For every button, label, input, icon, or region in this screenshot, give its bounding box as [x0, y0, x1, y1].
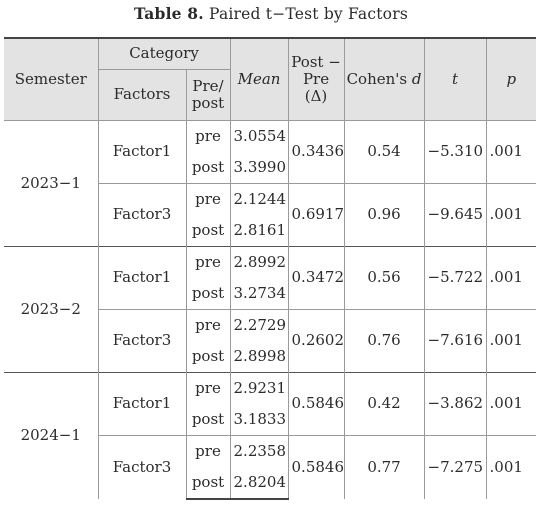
table-row: post 2.8204 [4, 467, 536, 500]
prepost-cell: pre [185, 309, 231, 341]
table-row: Factor3 pre 2.2358 0.5846 0.77 −7.275.001 [4, 435, 537, 499]
mean-cell: 3.2734 [229, 278, 289, 310]
mean-cell: 2.8161 [229, 215, 289, 247]
header-cohens-d-label: Cohen's d [346, 69, 422, 88]
table-row: Factor3 pre 2.1244 0.6917 0.96 −9.645.001 [4, 183, 537, 247]
prepost-cell: pre [185, 372, 231, 404]
p-value-cell: .001 [485, 372, 537, 436]
p-value-cell: .001 [485, 120, 537, 184]
factor-cell: Factor3 [97, 183, 186, 247]
table-row: post 3.2734 [4, 278, 536, 310]
table-row: 2023−2 Factor1 pre 2.8992 0.3472 0.56 −5.722.0… [4, 246, 537, 373]
cohens-d-cell: 0.54 [343, 120, 425, 184]
cohens-d-cell: 0.56 [343, 246, 425, 310]
delta-cell: 0.5846 [287, 435, 345, 499]
t-value-cell: −5.310 [423, 120, 487, 184]
factor-cell: Factor1 [97, 372, 186, 436]
prepost-cell: pre [185, 183, 231, 215]
table-caption: Table 8. Paired t−Test by Factors [0, 4, 542, 23]
mean-cell: 3.1833 [229, 404, 289, 436]
mean-cell: 2.2729 [229, 309, 289, 341]
prepost-cell: pre [185, 435, 231, 467]
mean-cell: 3.0554 [229, 120, 289, 152]
cohens-d-cell: 0.76 [343, 309, 425, 373]
header-t: t [423, 37, 487, 121]
prepost-cell: post [185, 404, 231, 436]
p-value-cell: .001 [485, 246, 537, 310]
semester-cell: 2023−1 [4, 120, 98, 247]
mean-cell: 2.9231 [229, 372, 289, 404]
table-title: Paired t−Test by Factors [203, 5, 408, 23]
mean-cell: 2.8992 [229, 246, 289, 278]
header-semester: Semester [4, 37, 98, 121]
semester-cell: 2024−1 [4, 372, 98, 499]
delta-cell: 0.5846 [287, 372, 345, 436]
prepost-cell: post [185, 278, 231, 310]
table-row: 2023−1 Factor1 pre 3.0554 0.3436 0.54 −5.310.0… [4, 120, 537, 247]
header-p: p [485, 37, 537, 121]
header-factors: Factors [97, 69, 186, 121]
prepost-cell: pre [185, 246, 231, 278]
cohens-d-cell: 0.42 [343, 372, 425, 436]
header-category: Category [97, 37, 231, 70]
delta-cell: 0.3472 [287, 246, 345, 310]
cohens-d-cell: 0.96 [343, 183, 425, 247]
mean-cell: 2.2358 [229, 435, 289, 467]
mean-cell: 2.1244 [229, 183, 289, 215]
header-postpre-line3: (Δ) [304, 87, 328, 106]
table-row: post 3.3990 [4, 152, 536, 184]
header-mean: Mean [229, 37, 289, 121]
delta-cell: 0.6917 [287, 183, 345, 247]
table-row: 2024−1 Factor1 pre 2.9231 0.5846 0.42 −3.862.0… [4, 372, 537, 499]
header-prepost-line2: post [191, 94, 225, 112]
delta-cell: 0.2602 [287, 309, 345, 373]
t-value-cell: −5.722 [423, 246, 487, 310]
factor-cell: Factor3 [97, 309, 186, 373]
header-prepost-line1: Pre/ [192, 76, 224, 95]
mean-cell: 3.3990 [229, 152, 289, 184]
mean-cell: 2.8998 [229, 341, 289, 373]
paired-t-test-table: Semester Category Mean Post − Pre (Δ) Co… [4, 37, 537, 500]
t-value-cell: −9.645 [423, 183, 487, 247]
header-postpre-line1: Post − [291, 52, 341, 71]
prepost-cell: post [185, 215, 231, 247]
cohens-d-cell: 0.77 [343, 435, 425, 499]
p-value-cell: .001 [485, 309, 537, 373]
prepost-cell: pre [185, 120, 231, 152]
semester-cell: 2023−2 [4, 246, 98, 373]
table-row: post 2.8161 [4, 215, 536, 247]
p-value-cell: .001 [485, 435, 537, 499]
t-value-cell: −7.275 [423, 435, 487, 499]
delta-cell: 0.3436 [287, 120, 345, 184]
header-cohens-d: Cohen's d [343, 37, 425, 121]
table-body: 2023−1 Factor1 pre 3.0554 0.3436 0.54 −5.310.0… [4, 120, 537, 500]
t-value-cell: −3.862 [423, 372, 487, 436]
p-value-cell: .001 [485, 183, 537, 247]
table-row: Factor3 pre 2.2729 0.2602 0.76 −7.616.001 [4, 309, 537, 373]
prepost-cell: post [185, 152, 231, 184]
header-postpre-line2: Pre [302, 69, 330, 88]
factor-cell: Factor3 [97, 435, 186, 499]
prepost-cell: post [185, 341, 231, 373]
prepost-cell: post [185, 467, 231, 500]
header-post-minus-pre: Post − Pre (Δ) [287, 37, 345, 121]
table-row: post 2.8998 [4, 341, 536, 373]
factor-cell: Factor1 [97, 120, 186, 184]
factor-cell: Factor1 [97, 246, 186, 310]
mean-cell: 2.8204 [229, 467, 289, 500]
t-value-cell: −7.616 [423, 309, 487, 373]
header-prepost: Pre/ post [185, 69, 231, 121]
table-row: post 3.1833 [4, 404, 536, 436]
table-number: Table 8. [134, 4, 204, 23]
